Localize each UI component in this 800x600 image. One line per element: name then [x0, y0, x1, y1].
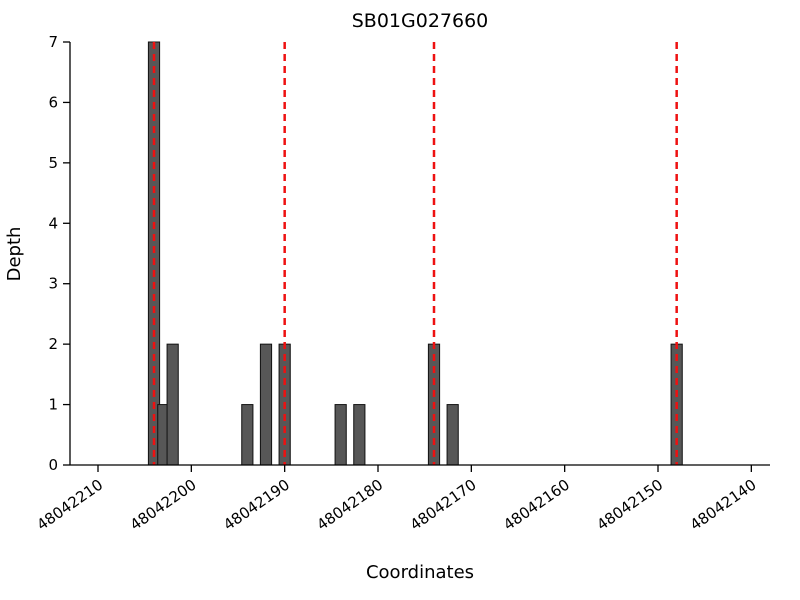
- x-tick-label: 48042150: [593, 476, 666, 535]
- x-tick-label: 48042170: [407, 476, 480, 535]
- coverage-bar: [259, 343, 273, 466]
- coverage-bar: [166, 343, 179, 466]
- y-tick-label: 1: [48, 396, 58, 414]
- x-tick-label: 48042210: [33, 476, 106, 535]
- y-tick-label: 7: [48, 33, 58, 51]
- coverage-bar: [241, 404, 254, 466]
- coverage-bar: [446, 404, 459, 466]
- coverage-bar: [334, 404, 347, 466]
- x-tick-label: 48042180: [313, 476, 386, 535]
- x-tick-label: 48042160: [500, 476, 573, 535]
- x-tick-label: 48042190: [220, 476, 293, 535]
- plot-area: 0 1 2 3 4 5 6 7 48042210 48042200 48042190 48042180…: [33, 33, 770, 534]
- y-tick-label: 6: [48, 93, 58, 111]
- x-tick-label: 48042200: [127, 476, 200, 535]
- y-tick-label: 5: [48, 154, 58, 172]
- coverage-bar: [353, 404, 366, 466]
- y-axis-label: Depth: [4, 227, 25, 282]
- y-tick-label: 3: [48, 275, 58, 293]
- y-tick-label: 2: [48, 335, 58, 353]
- chart-title: SB01G027660: [352, 10, 489, 32]
- x-tick-label: 48042140: [687, 476, 760, 535]
- x-axis-label: Coordinates: [366, 562, 474, 583]
- y-tick-label: 4: [48, 214, 58, 232]
- y-tick-label: 0: [48, 456, 58, 474]
